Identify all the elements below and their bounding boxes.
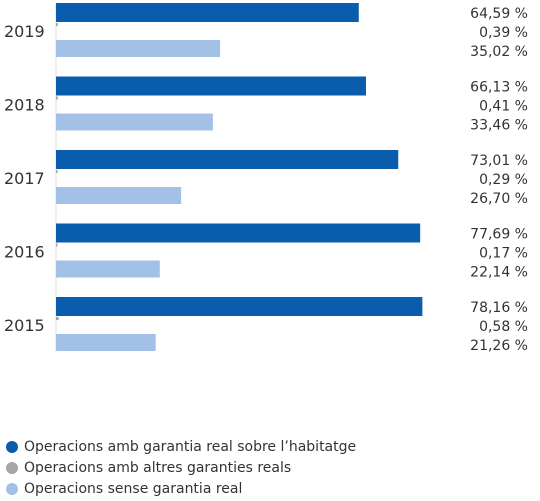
bar-2016-series-0	[56, 223, 421, 243]
bar-2016-series-2	[56, 260, 160, 278]
value-label-2017-series-0: 73,01 %	[470, 153, 528, 169]
category-label-2016: 2016	[4, 243, 45, 262]
legend-item-housing-guarantee: Operacions amb garantia real sobre l’hab…	[6, 436, 356, 457]
bar-group-2016: 2016 77,69 % 0,17 % 22,14 %	[4, 223, 528, 281]
bar-2019-series-0	[56, 3, 359, 22]
bar-group-2017: 2017 73,01 % 0,29 % 26,70 %	[4, 150, 528, 207]
value-label-2017-series-1: 0,29 %	[479, 172, 528, 188]
legend-label-housing-guarantee: Operacions amb garantia real sobre l’hab…	[24, 438, 357, 455]
legend-item-other-guarantees: Operacions amb altres garanties reals	[6, 457, 356, 478]
value-label-2017-series-2: 26,70 %	[470, 191, 528, 207]
bar-2017-series-1	[56, 170, 58, 173]
bar-2016-series-1	[56, 243, 58, 247]
bar-2015-series-1	[56, 317, 59, 320]
legend-swatch-housing-guarantee	[6, 440, 18, 453]
bar-2015-series-2	[56, 334, 156, 351]
value-label-2015-series-2: 21,26 %	[470, 338, 528, 354]
category-label-2019: 2019	[4, 22, 45, 41]
bar-2017-series-2	[56, 187, 182, 204]
value-label-2018-series-0: 66,13 %	[470, 80, 528, 96]
category-label-2017: 2017	[4, 169, 45, 188]
value-label-2019-series-1: 0,39 %	[479, 25, 528, 41]
legend-swatch-no-guarantee	[6, 482, 18, 495]
legend-swatch-other-guarantees	[6, 461, 18, 474]
category-label-2015: 2015	[4, 316, 45, 335]
value-label-2016-series-1: 0,17 %	[479, 246, 528, 262]
bar-2018-series-1	[56, 96, 58, 100]
value-label-2019-series-2: 35,02 %	[470, 44, 528, 60]
value-label-2018-series-2: 33,46 %	[470, 118, 528, 134]
bar-group-2015: 2015 78,16 % 0,58 % 21,26 %	[4, 297, 528, 354]
value-label-2016-series-2: 22,14 %	[470, 265, 528, 281]
bar-2017-series-0	[56, 150, 399, 169]
chart-legend: Operacions amb garantia real sobre l’hab…	[6, 436, 356, 499]
legend-label-no-guarantee: Operacions sense garantia real	[24, 480, 243, 497]
value-label-2016-series-0: 77,69 %	[470, 227, 528, 243]
value-label-2019-series-0: 64,59 %	[470, 6, 528, 22]
category-label-2018: 2018	[4, 96, 45, 115]
bar-2018-series-2	[56, 113, 213, 131]
bar-group-2018: 2018 66,13 % 0,41 % 33,46 %	[4, 76, 528, 134]
legend-label-other-guarantees: Operacions amb altres garanties reals	[24, 459, 292, 476]
bar-2019-series-1	[56, 23, 58, 26]
bar-2019-series-2	[56, 40, 221, 57]
bar-group-2019: 2019 64,59 % 0,39 % 35,02 %	[4, 3, 528, 60]
value-label-2015-series-1: 0,58 %	[479, 319, 528, 335]
value-label-2018-series-1: 0,41 %	[479, 99, 528, 115]
bar-2018-series-0	[56, 76, 366, 96]
legend-item-no-guarantee: Operacions sense garantia real	[6, 478, 356, 499]
bar-chart: 2019 64,59 % 0,39 % 35,02 % 2018 66,13 % 0,41 …	[4, 3, 528, 354]
bar-2015-series-0	[56, 297, 423, 316]
value-label-2015-series-0: 78,16 %	[470, 300, 528, 316]
